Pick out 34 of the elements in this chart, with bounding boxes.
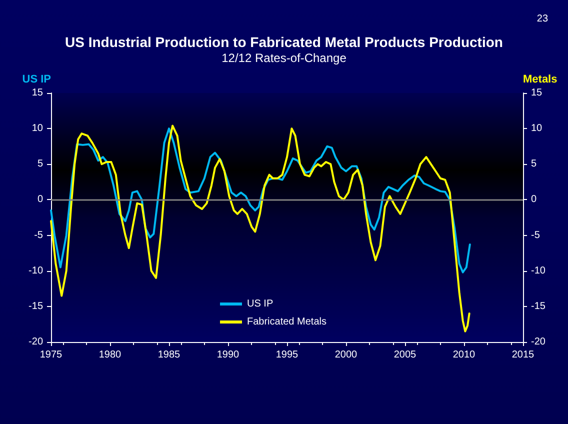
x-tick-label: 1985 <box>158 350 181 360</box>
y2-tick-label: 0 <box>531 194 537 206</box>
y-tick-label: 15 <box>32 88 44 98</box>
y-tick-label: 0 <box>37 194 44 206</box>
y-tick-label: -15 <box>28 300 44 312</box>
line-series <box>50 128 471 274</box>
y2-tick-label: 5 <box>531 158 537 170</box>
x-tick-label: 1990 <box>216 350 240 360</box>
y-tick-label: -20 <box>28 336 44 348</box>
y2-tick-label: -10 <box>531 265 546 276</box>
x-tick-label: 1995 <box>276 350 299 360</box>
y-tick-label: 10 <box>32 123 44 134</box>
y2-tick-label: 15 <box>531 88 543 98</box>
chart-title: US Industrial Production to Fabricated Metal Products Production <box>65 34 503 50</box>
x-tick-label: 2010 <box>452 350 476 360</box>
y-tick-label: -10 <box>28 265 44 276</box>
chart-subtitle: 12/12 Rates-of-Change <box>222 51 347 65</box>
y2-tick-label: -20 <box>531 336 546 348</box>
x-tick-label: 1975 <box>40 350 63 360</box>
x-tick-label: 2015 <box>512 350 535 360</box>
x-tick-label: 2005 <box>394 350 417 360</box>
y2-tick-label: -5 <box>531 230 540 241</box>
y-tick-label: -5 <box>34 230 44 241</box>
x-tick-label: 1980 <box>98 350 122 360</box>
legend-label: Fabricated Metals <box>247 316 326 328</box>
legend-label: US IP <box>247 298 274 310</box>
y2-tick-label: -15 <box>531 300 546 312</box>
y2-axis-title: Metals <box>523 74 558 86</box>
line-series <box>50 124 470 332</box>
y-tick-label: 5 <box>37 158 44 170</box>
x-tick-label: 2000 <box>334 350 358 360</box>
y2-tick-label: 10 <box>531 123 543 134</box>
text: 23 <box>536 14 548 24</box>
y-axis-title: US IP <box>22 74 51 86</box>
